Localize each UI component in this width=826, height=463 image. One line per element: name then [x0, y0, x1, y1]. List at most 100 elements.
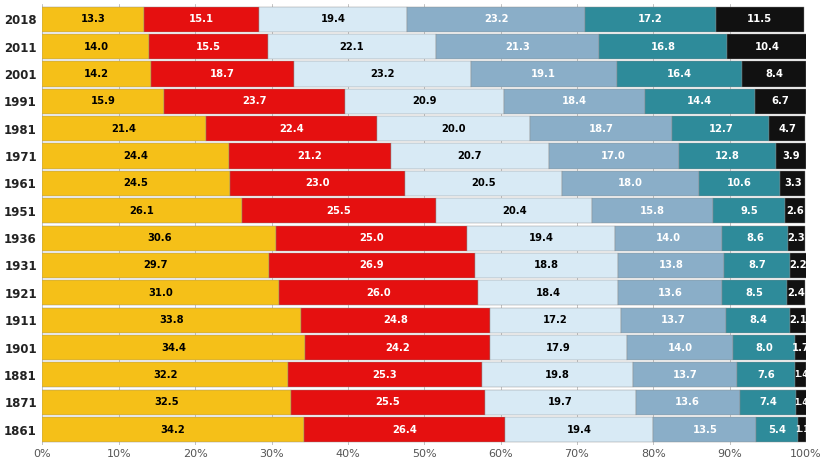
Text: 25.5: 25.5 — [376, 397, 401, 407]
Bar — [795, 363, 806, 388]
Text: 19.4: 19.4 — [529, 233, 553, 243]
Text: 14.0: 14.0 — [667, 343, 692, 352]
Text: 10.4: 10.4 — [755, 42, 780, 51]
Text: 17.0: 17.0 — [601, 151, 626, 161]
Text: 29.7: 29.7 — [144, 261, 169, 270]
Bar — [467, 225, 615, 250]
Text: 20.0: 20.0 — [441, 124, 466, 134]
Text: 20.5: 20.5 — [471, 178, 496, 188]
Bar — [279, 280, 477, 306]
Text: 13.5: 13.5 — [692, 425, 717, 435]
Bar — [242, 198, 436, 223]
Bar — [722, 280, 787, 306]
Text: 15.1: 15.1 — [189, 14, 214, 24]
Bar — [344, 89, 505, 114]
Bar — [471, 62, 617, 87]
Bar — [548, 144, 678, 169]
Text: 7.4: 7.4 — [759, 397, 776, 407]
Text: 15.8: 15.8 — [640, 206, 665, 216]
Bar — [475, 253, 618, 278]
Text: 2.1: 2.1 — [789, 315, 807, 325]
Text: 24.2: 24.2 — [385, 343, 410, 352]
Bar — [780, 171, 805, 196]
Text: 26.0: 26.0 — [366, 288, 391, 298]
Text: 19.8: 19.8 — [544, 370, 570, 380]
Bar — [769, 116, 805, 141]
Bar — [733, 335, 795, 360]
Text: 3.3: 3.3 — [784, 178, 801, 188]
Text: 10.6: 10.6 — [727, 178, 752, 188]
Bar — [407, 6, 585, 32]
Bar — [653, 417, 757, 442]
Bar — [795, 335, 808, 360]
Bar — [377, 116, 529, 141]
Bar — [42, 198, 242, 223]
Text: 1.4: 1.4 — [794, 370, 808, 379]
Bar — [42, 253, 269, 278]
Text: 18.4: 18.4 — [563, 96, 587, 106]
Text: 22.4: 22.4 — [279, 124, 304, 134]
Bar — [739, 390, 796, 415]
Text: 5.4: 5.4 — [768, 425, 786, 435]
Bar — [150, 34, 268, 59]
Text: 18.0: 18.0 — [618, 178, 643, 188]
Text: 11.5: 11.5 — [748, 14, 772, 24]
Bar — [790, 253, 807, 278]
Text: 20.7: 20.7 — [458, 151, 482, 161]
Bar — [599, 34, 728, 59]
Text: 26.9: 26.9 — [359, 261, 384, 270]
Text: 14.0: 14.0 — [83, 42, 108, 51]
Bar — [42, 307, 301, 333]
Text: 19.4: 19.4 — [567, 425, 591, 435]
Bar — [722, 225, 788, 250]
Bar — [482, 363, 633, 388]
Text: 9.5: 9.5 — [740, 206, 758, 216]
Text: 8.7: 8.7 — [748, 261, 766, 270]
Bar — [506, 417, 653, 442]
Text: 18.4: 18.4 — [535, 288, 561, 298]
Bar — [672, 116, 769, 141]
Bar — [790, 307, 806, 333]
Text: 26.4: 26.4 — [392, 425, 417, 435]
Text: 12.8: 12.8 — [715, 151, 740, 161]
Bar — [562, 171, 699, 196]
Text: 6.7: 6.7 — [771, 96, 790, 106]
Bar — [757, 417, 798, 442]
Text: 12.7: 12.7 — [709, 124, 733, 134]
Bar — [144, 6, 259, 32]
Text: 18.8: 18.8 — [534, 261, 559, 270]
Text: 8.5: 8.5 — [746, 288, 763, 298]
Bar — [592, 198, 713, 223]
Bar — [42, 280, 279, 306]
Bar — [796, 390, 807, 415]
Text: 32.5: 32.5 — [154, 397, 179, 407]
Text: 32.2: 32.2 — [153, 370, 178, 380]
Text: 15.5: 15.5 — [196, 42, 221, 51]
Bar — [305, 335, 490, 360]
Bar — [738, 363, 795, 388]
Text: 20.9: 20.9 — [412, 96, 437, 106]
Bar — [151, 62, 294, 87]
Bar — [787, 280, 805, 306]
Bar — [617, 62, 742, 87]
Text: 25.3: 25.3 — [373, 370, 397, 380]
Bar — [755, 89, 806, 114]
Bar — [42, 144, 229, 169]
Text: 23.2: 23.2 — [370, 69, 395, 79]
Text: 8.4: 8.4 — [765, 69, 783, 79]
Bar — [615, 225, 722, 250]
Bar — [229, 144, 391, 169]
Bar — [716, 6, 804, 32]
Bar — [726, 307, 790, 333]
Text: 30.6: 30.6 — [147, 233, 172, 243]
Text: 8.6: 8.6 — [746, 233, 764, 243]
Text: 2.6: 2.6 — [786, 206, 805, 216]
Text: 33.8: 33.8 — [159, 315, 184, 325]
Text: 1.4: 1.4 — [795, 398, 809, 407]
Bar — [164, 89, 344, 114]
Bar — [42, 34, 150, 59]
Text: 23.2: 23.2 — [484, 14, 508, 24]
Bar — [42, 116, 206, 141]
Text: 17.2: 17.2 — [544, 315, 568, 325]
Bar — [42, 390, 291, 415]
